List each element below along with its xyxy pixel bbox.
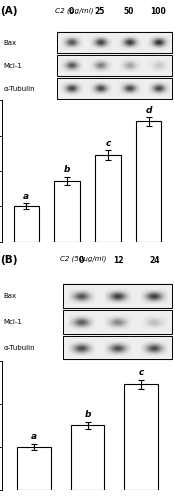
Bar	[124, 384, 158, 490]
Bar	[136, 122, 161, 242]
Text: 24: 24	[149, 256, 159, 265]
Text: α-Tubulin: α-Tubulin	[4, 86, 35, 91]
Bar	[71, 426, 104, 490]
Bar	[54, 181, 80, 242]
Text: Bax: Bax	[4, 40, 17, 46]
Text: 25: 25	[95, 7, 105, 16]
Text: α-Tubulin: α-Tubulin	[4, 344, 35, 350]
Text: d: d	[145, 106, 152, 115]
Text: (B): (B)	[0, 255, 18, 265]
Text: Mcl-1: Mcl-1	[4, 62, 22, 68]
Text: c: c	[138, 368, 144, 378]
Bar	[14, 206, 39, 242]
Text: 0: 0	[68, 7, 74, 16]
Text: (A): (A)	[0, 6, 18, 16]
Text: 50: 50	[124, 7, 134, 16]
Text: 100: 100	[150, 7, 166, 16]
Text: 12: 12	[113, 256, 123, 265]
Text: b: b	[64, 166, 70, 174]
Text: a: a	[23, 192, 29, 202]
Text: b: b	[84, 410, 91, 419]
Text: a: a	[31, 432, 37, 441]
Text: c: c	[105, 138, 111, 147]
Text: 0: 0	[79, 256, 84, 265]
Bar	[95, 155, 121, 242]
Bar	[17, 447, 51, 490]
Text: Bax: Bax	[4, 293, 17, 299]
Text: Mcl-1: Mcl-1	[4, 318, 22, 324]
Text: C2 (50μg/ml): C2 (50μg/ml)	[60, 256, 106, 262]
Text: C2 (μg/ml): C2 (μg/ml)	[55, 7, 94, 14]
